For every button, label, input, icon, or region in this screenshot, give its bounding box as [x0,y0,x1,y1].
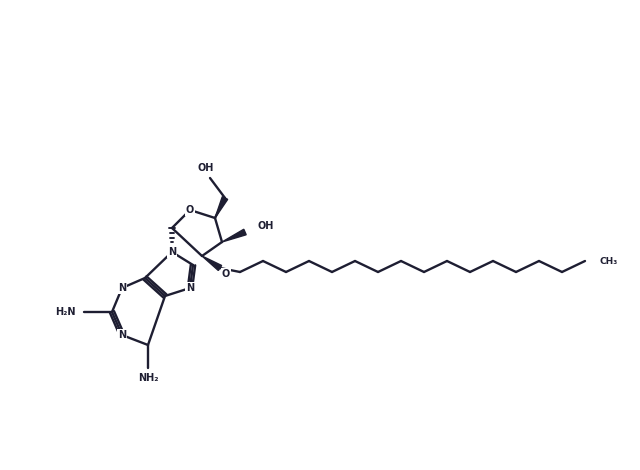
Text: N: N [186,283,194,293]
Text: N: N [118,283,126,293]
Text: N: N [118,330,126,340]
Text: OH: OH [258,221,275,231]
Text: O: O [186,205,194,215]
Text: O: O [222,269,230,279]
Polygon shape [202,256,221,271]
Polygon shape [215,196,228,218]
Text: NH₂: NH₂ [138,373,158,383]
Text: H₂N: H₂N [56,307,76,317]
Text: CH₃: CH₃ [599,257,617,266]
Polygon shape [222,229,246,242]
Text: OH: OH [198,163,214,173]
Text: N: N [168,247,176,257]
